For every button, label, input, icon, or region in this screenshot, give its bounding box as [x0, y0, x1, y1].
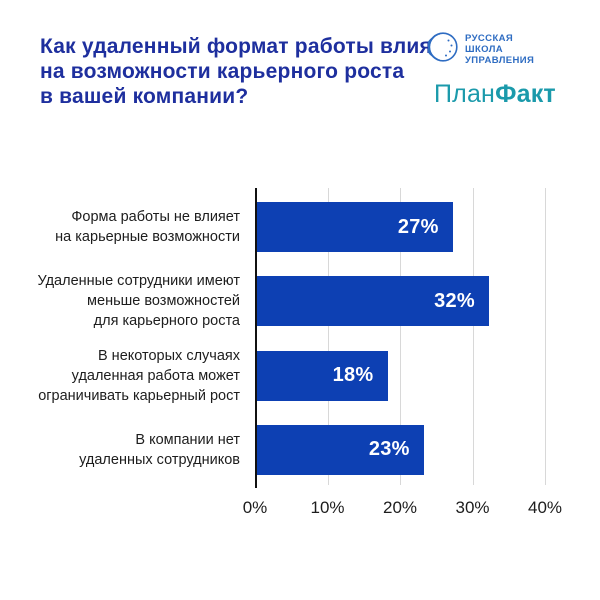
y-axis-line [255, 188, 257, 488]
x-axis-tick-label: 40% [527, 498, 563, 517]
planfact-logo: ПланФакт [434, 80, 556, 109]
x-axis-tick-label: 20% [382, 498, 418, 517]
bar-value-label: 27% [397, 215, 439, 238]
bar: 32% [257, 276, 489, 327]
planfact-logo-text-regular: План [434, 80, 496, 108]
chart-question-title: Как удаленный формат работы влияет на во… [40, 35, 455, 108]
gridline [545, 188, 546, 485]
rsu-logo-text: РУССКАЯ ШКОЛА УПРАВЛЕНИЯ [465, 33, 535, 66]
x-axis-tick-label: 10% [310, 498, 345, 517]
planfact-logo-text-bold: Факт [495, 80, 556, 108]
category-label: В компании нет удаленных сотрудников [79, 431, 240, 468]
gridline [400, 188, 401, 485]
plot-area: 27% 32% 18% 23% 0% 10% 20% 30% 40% [243, 188, 562, 517]
x-axis-tick-label: 30% [455, 498, 490, 517]
bar: 18% [257, 350, 388, 401]
category-label: Форма работы не влияет на карьерные возм… [55, 209, 240, 245]
x-axis-tick-label: 0% [242, 498, 268, 517]
bar-value-label: 18% [332, 364, 374, 387]
rsu-face-in-circle-icon [426, 32, 458, 67]
bar: 23% [257, 424, 424, 475]
bar: 27% [257, 202, 453, 252]
bar-value-label: 23% [368, 438, 410, 461]
rsu-logo: РУССКАЯ ШКОЛА УПРАВЛЕНИЯ [426, 32, 535, 67]
bar-value-label: 32% [434, 289, 475, 312]
category-label: Удаленные сотрудники имеют меньше возмож… [37, 273, 241, 330]
gridline [472, 188, 474, 485]
category-label: В некоторых случаях удаленная работа мож… [38, 347, 240, 404]
gridline [327, 188, 329, 485]
